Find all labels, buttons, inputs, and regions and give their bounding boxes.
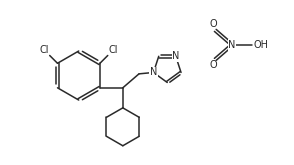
Text: Cl: Cl: [40, 45, 49, 55]
Text: N: N: [150, 67, 157, 78]
Text: N: N: [172, 51, 179, 61]
Text: Cl: Cl: [108, 45, 118, 55]
Text: OH: OH: [253, 40, 268, 50]
Text: O: O: [210, 19, 218, 29]
Text: O: O: [210, 61, 218, 70]
Text: N: N: [228, 40, 236, 50]
